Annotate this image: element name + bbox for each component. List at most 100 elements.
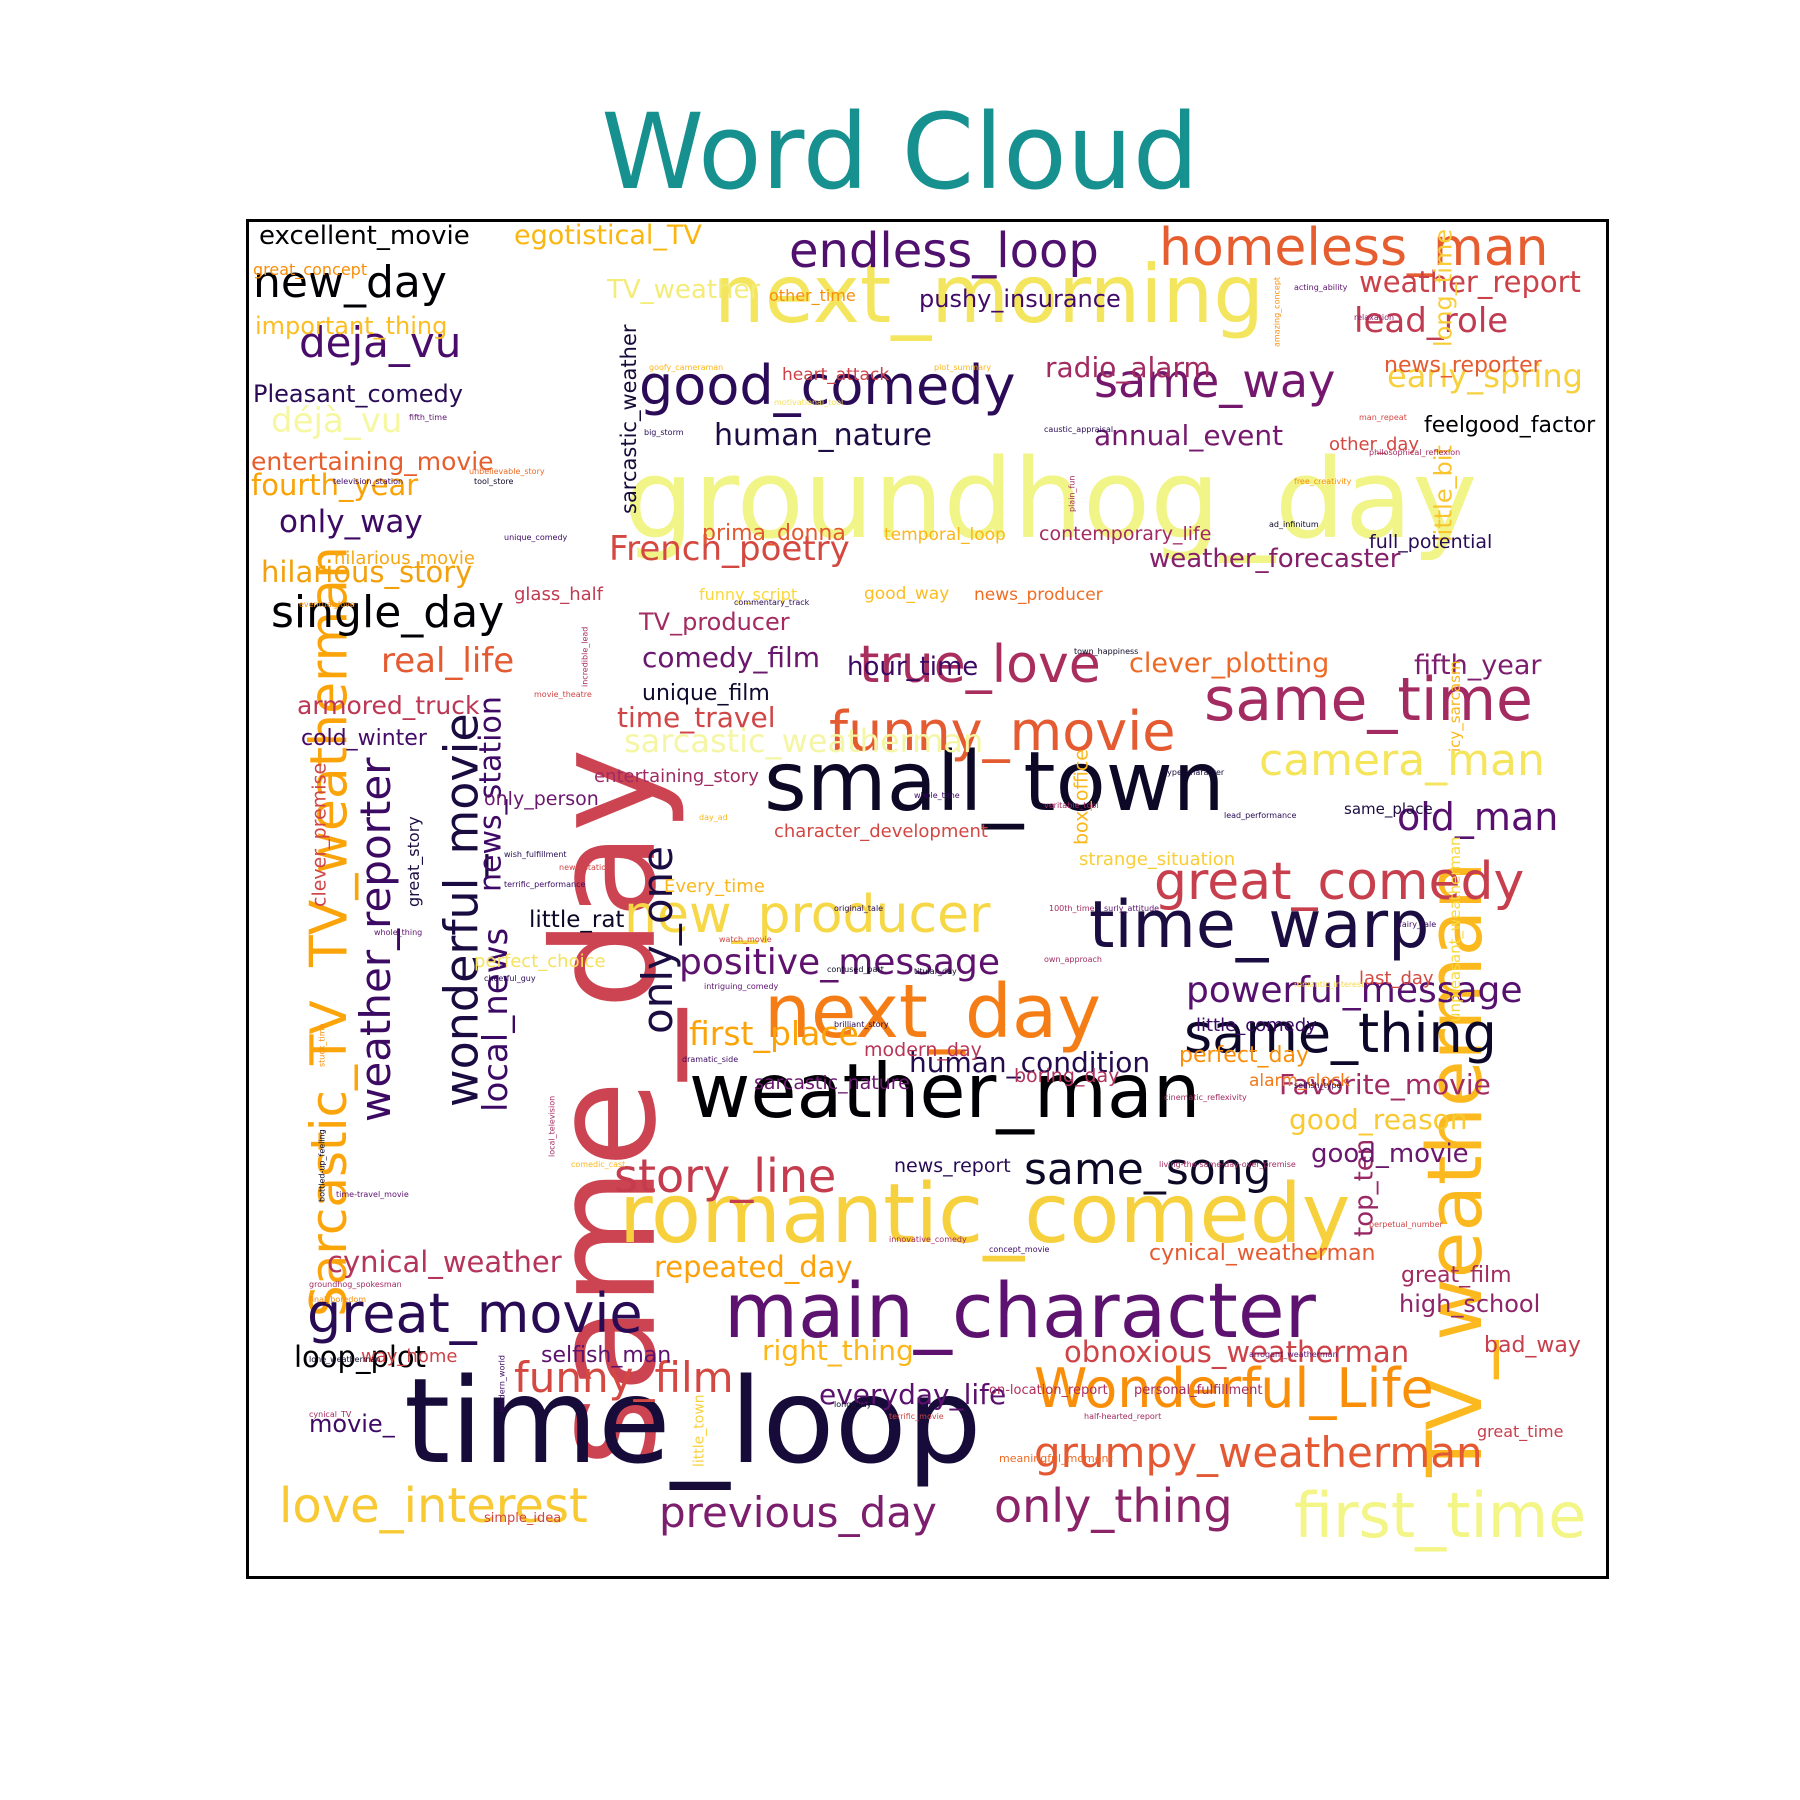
word-armored-truck: armored_truck: [297, 691, 480, 720]
word-boring-day: boring_day: [1014, 1065, 1119, 1087]
word-great-story: great_story: [404, 816, 424, 907]
word-good-reason: good_reason: [1289, 1103, 1468, 1136]
word-movie-theatre: movie_theatre: [534, 690, 592, 699]
word-early-spring: early_spring: [1387, 357, 1583, 395]
word-other-day: other_day: [1329, 434, 1419, 455]
word-little-town: little_town: [692, 1394, 708, 1467]
word-same-place: same_place: [1344, 800, 1433, 819]
word-free-creativity: free_creativity: [1294, 477, 1352, 486]
word-funny-script: funny_script: [699, 585, 797, 605]
word-glass-half: glass_half: [514, 584, 604, 605]
word-time-warp: time_warp: [1089, 888, 1429, 963]
word-news-reporter: news_reporter: [1384, 353, 1543, 378]
word-day-ad: day_ad: [699, 813, 728, 822]
word-little-bit: little_bit: [1430, 445, 1458, 542]
word-positive-message: positive_message: [679, 942, 1000, 983]
word-weather-forecaster: weather_forecaster: [1149, 544, 1401, 574]
word-arrogant-weatherman: arrogant_weatherman: [1249, 1350, 1338, 1359]
word-watch-movie: watch_movie: [719, 935, 772, 944]
word-same-time: same_time: [1204, 665, 1533, 735]
word-goofy-cameraman: goofy_cameraman: [649, 363, 723, 372]
word-sarcastic-tv: Sarcastic_TV: [300, 1000, 358, 1317]
word-terrific-movie: terrific_movie: [889, 1412, 944, 1421]
word-same-day: same_day: [523, 748, 688, 1467]
word-man-repeat: man_repeat: [1359, 413, 1407, 422]
word-pleasant-comedy: Pleasant_comedy: [253, 380, 463, 408]
word-news-station: news_station: [474, 696, 509, 892]
word-obnoxious-weatherman: obnoxious_weatherman: [1064, 1335, 1409, 1369]
word-time-travel: time_travel: [617, 701, 775, 734]
word-comedy-film: comedy_film: [642, 641, 820, 674]
word-deja-vu: deja_vu: [299, 318, 461, 367]
word-simple-idea: simple_idea: [484, 1511, 561, 1526]
word-lone-weatherman: lone_weatherman: [309, 1355, 381, 1364]
word-heart-attack: heart_attack: [782, 365, 889, 385]
word-contemporary-life: contemporary_life: [1039, 523, 1211, 545]
word-clever-premise: clever_premise: [309, 763, 331, 907]
word-confused-part: confused_part: [827, 965, 884, 974]
word-lead-performance: lead_performance: [1224, 811, 1296, 820]
word-weather-report: weather_report: [1359, 265, 1581, 299]
word-tv-weatherman: TV_weatherman: [300, 546, 360, 968]
word-motivational-tool: motivational_tool: [774, 398, 843, 407]
word-great-concept: great_concept: [253, 260, 367, 280]
word-sarcastic-weather: sarcastic_weather: [617, 324, 642, 514]
word-acting-ability: acting_ability: [1294, 283, 1348, 292]
word-little-comedy: little_comedy: [1196, 1015, 1317, 1036]
word-temporal-loop: temporal_loop: [884, 525, 1006, 545]
word-groundhog-day: groundhog_day: [624, 435, 1477, 563]
word-wish-fulfillment: wish_fulfillment: [504, 850, 567, 859]
word-lead-role: lead_role: [1354, 301, 1508, 341]
word-eventual-love: eventual_love: [299, 600, 355, 609]
word-romantic-interest: romantic_interest: [1294, 980, 1364, 989]
word-incredible-lead: incredible_lead: [581, 627, 590, 687]
word-original-tale: original_tale: [834, 904, 883, 913]
word-modern-day: modern_day: [864, 1039, 982, 1061]
word-100th-time: 100th_time: [1049, 904, 1095, 913]
word-romantic-comedy: romantic_comedy: [619, 1167, 1350, 1262]
word-main-character: main_character: [724, 1266, 1317, 1355]
word-great-comedy: great_comedy: [1154, 852, 1524, 912]
word-last-day: last_day: [1359, 968, 1434, 989]
word-favorite-movie: Favorite_movie: [1279, 1068, 1491, 1101]
word-final-boredom: final_boredom: [309, 1295, 366, 1304]
word-hilarious-story: hilarious_story: [261, 555, 472, 589]
word-cynical-weatherman: cynical_weatherman: [1149, 1241, 1376, 1266]
word-prima-donna: prima_donna: [702, 521, 846, 546]
word-unbelievable-story: unbelievable_story: [469, 467, 545, 476]
word-excellent-movie: excellent_movie: [259, 222, 470, 251]
word-commentary-track: commentary_track: [734, 598, 810, 607]
word-cloud-frame: same_day groundhog_day time_loop romantic_c…: [246, 219, 1609, 1579]
word-same-song: same_song: [1024, 1144, 1271, 1195]
word-own-approach: own_approach: [1044, 955, 1102, 964]
word-good-movie: good_movie: [1311, 1139, 1469, 1169]
word-half-hearted-report: half-hearted_report: [1084, 1412, 1161, 1421]
word-top-ten: top_ten: [1349, 1139, 1379, 1237]
word-true-love: true_love: [859, 635, 1101, 695]
word-fifth-year: fifth_year: [1414, 650, 1542, 681]
word-camera-man: camera_man: [1259, 735, 1545, 786]
word-cold-winter: cold_winter: [301, 726, 428, 751]
word-perfect-choice: perfect_choice: [474, 951, 606, 972]
word-veritable-tool: veritable_tool: [1044, 801, 1099, 810]
word-human-condition: human_condition: [909, 1046, 1150, 1079]
word-movie-: movie_: [309, 1410, 396, 1438]
word-big-storm: big_storm: [644, 428, 684, 437]
word-endless-loop: endless_loop: [789, 223, 1099, 279]
word-other-time: other_time: [769, 286, 856, 306]
word-real-life: real_life: [381, 641, 514, 681]
word-funny-film: funny_film: [514, 1353, 734, 1402]
word-local-television: local_television: [548, 1096, 557, 1157]
word-great-time: great_time: [1477, 1422, 1563, 1442]
word-grumpy-weatherman: grumpy_weatherman: [1034, 1428, 1483, 1477]
word-unique-comedy: unique_comedy: [504, 533, 568, 542]
word-love-interest: love_interest: [279, 1478, 588, 1534]
word-d-j-vu: déjà_vu: [271, 401, 402, 441]
word-cinematic-reflexivity: cinematic_reflexivity: [1164, 1093, 1247, 1102]
word-fourth-year: fourth_year: [251, 468, 418, 502]
word-human-nature: human_nature: [714, 418, 932, 453]
word-sarcastic-nature: sarcastic_nature: [754, 1072, 910, 1094]
word-first-time: first_time: [1294, 1479, 1586, 1552]
word-small-town: small_town: [764, 735, 1225, 830]
word-pushy-insurance: pushy_insurance: [919, 285, 1121, 313]
